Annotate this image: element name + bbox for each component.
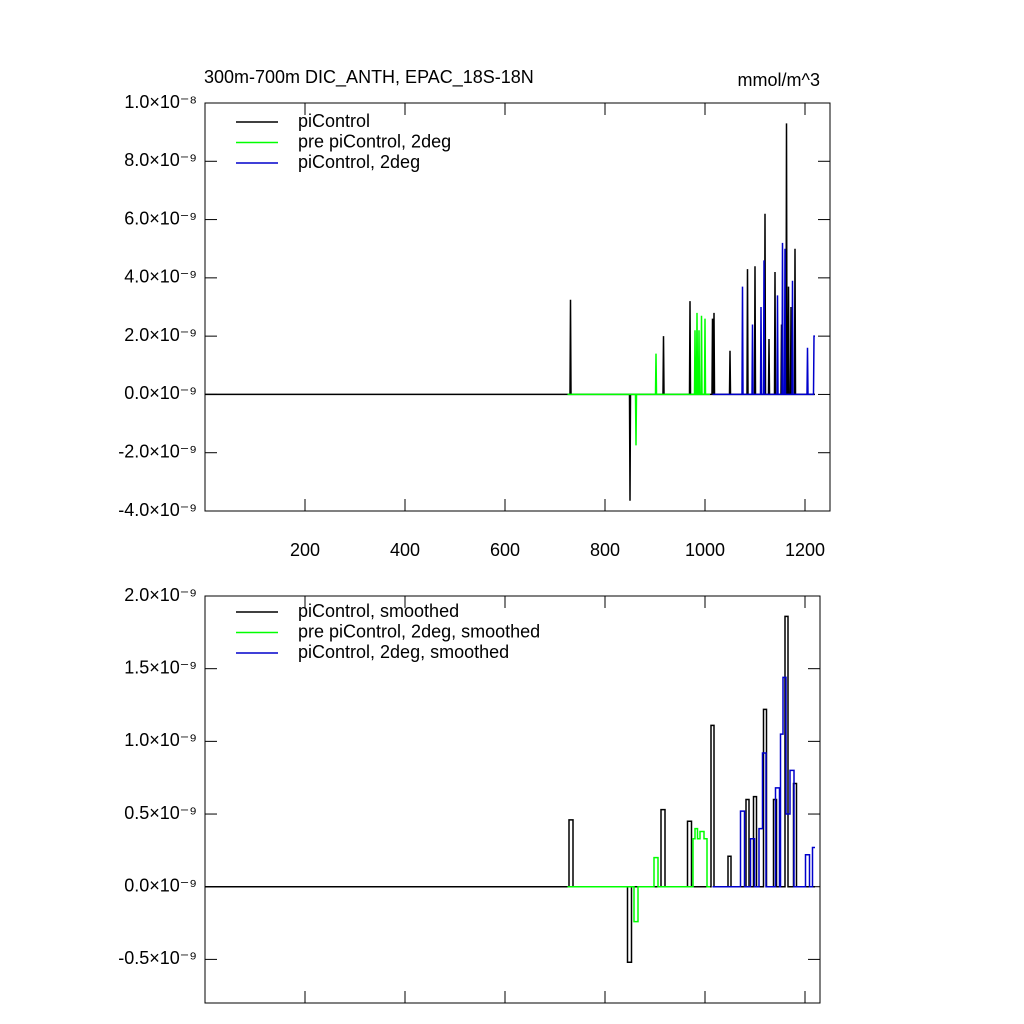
chart-title: 300m-700m DIC_ANTH, EPAC_18S-18N	[204, 67, 534, 88]
x-tick-label: 1200	[785, 540, 825, 560]
series-line	[567, 312, 710, 446]
units-label: mmol/m^3	[738, 70, 820, 90]
y-tick-label: 4.0×10⁻⁹	[124, 267, 197, 287]
y-tick-label: 6.0×10⁻⁹	[124, 208, 197, 228]
series-line	[567, 827, 710, 923]
legend-label: piControl	[298, 111, 370, 131]
legend-label: piControl, 2deg	[298, 152, 420, 172]
plot-frame	[204, 595, 821, 1004]
legend-label: pre piControl, 2deg, smoothed	[298, 621, 540, 641]
legend-label: piControl, 2deg, smoothed	[298, 642, 509, 662]
y-tick-label: 0.5×10⁻⁹	[124, 803, 197, 823]
legend-label: pre piControl, 2deg	[298, 131, 451, 151]
y-tick-label: 0.0×10⁻⁹	[124, 875, 197, 895]
x-tick-label: 600	[490, 540, 520, 560]
y-tick-label: -2.0×10⁻⁹	[118, 441, 197, 461]
y-tick-label: 1.5×10⁻⁹	[124, 657, 197, 677]
legend-label: piControl, smoothed	[298, 601, 459, 621]
x-tick-label: 1000	[685, 540, 725, 560]
y-tick-label: 0.0×10⁻⁹	[124, 383, 197, 403]
y-tick-label: 1.0×10⁻⁹	[124, 730, 197, 750]
y-tick-label: 2.0×10⁻⁹	[124, 325, 197, 345]
y-tick-label: -4.0×10⁻⁹	[118, 500, 197, 520]
y-tick-label: -0.5×10⁻⁹	[118, 948, 197, 968]
series-line	[712, 242, 815, 396]
series-line	[712, 676, 815, 888]
series-line	[205, 123, 815, 501]
y-tick-label: 8.0×10⁻⁹	[124, 150, 197, 170]
x-tick-label: 800	[590, 540, 620, 560]
series-line	[205, 615, 815, 964]
x-tick-label: 200	[290, 540, 320, 560]
y-tick-label: 2.0×10⁻⁹	[124, 585, 197, 605]
plot-frame	[204, 102, 831, 512]
x-tick-label: 400	[390, 540, 420, 560]
y-tick-label: 1.0×10⁻⁸	[124, 92, 197, 112]
